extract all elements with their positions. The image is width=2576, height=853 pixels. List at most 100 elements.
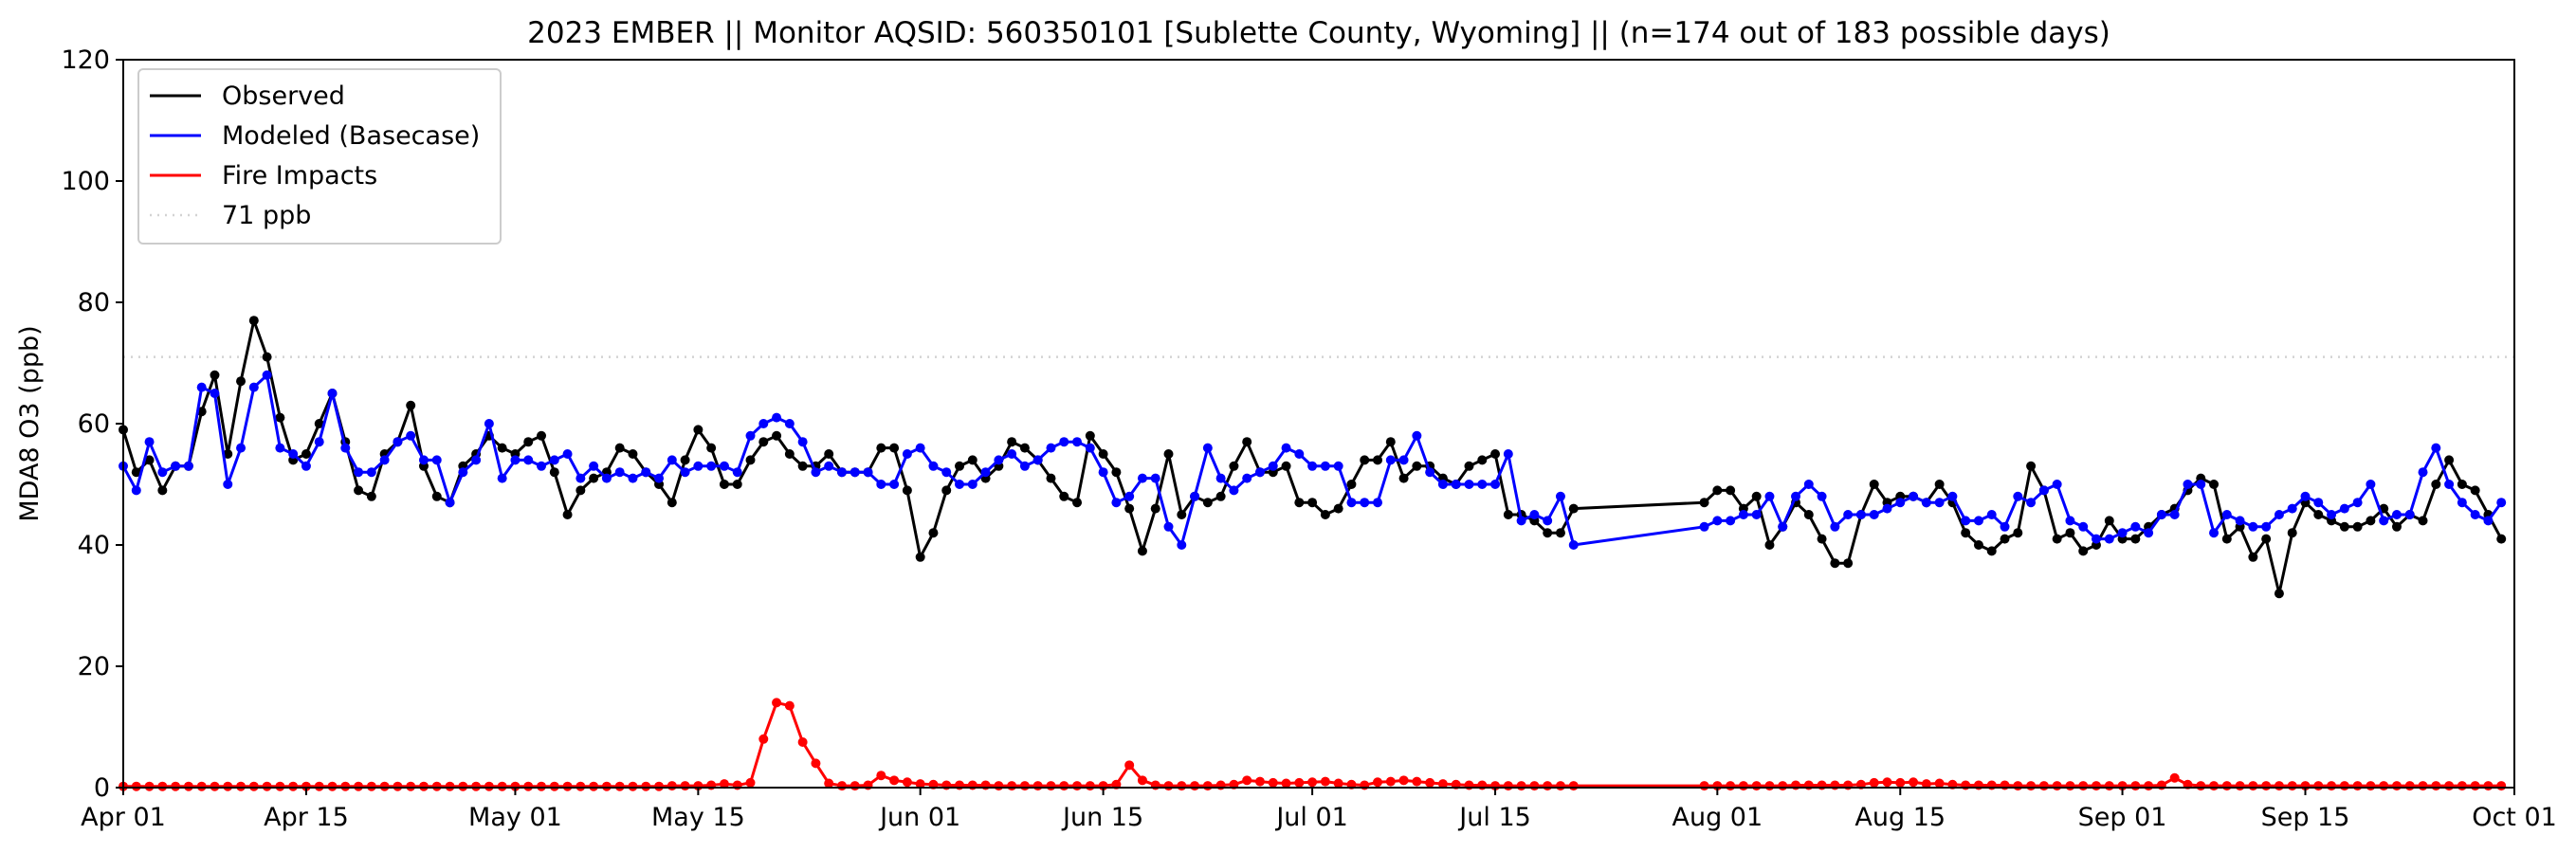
data-point: [301, 781, 311, 791]
data-point: [301, 449, 311, 459]
data-point: [2248, 521, 2258, 532]
data-point: [2078, 521, 2089, 532]
data-point: [2391, 510, 2402, 519]
data-point: [562, 510, 573, 519]
data-point: [2470, 485, 2480, 496]
data-point: [1895, 498, 1906, 508]
data-point: [628, 781, 638, 791]
data-point: [471, 781, 482, 791]
data-point: [732, 480, 742, 489]
data-point: [1124, 760, 1135, 771]
data-point: [2391, 521, 2402, 532]
data-point: [1791, 491, 1801, 501]
data-point: [549, 455, 559, 465]
data-point: [393, 781, 403, 791]
data-point: [797, 437, 808, 447]
series-line: [123, 700, 2502, 789]
data-point: [340, 443, 351, 453]
data-point: [1072, 781, 1083, 791]
data-point: [1869, 510, 1879, 519]
data-point: [366, 467, 376, 478]
data-point: [1543, 528, 1553, 538]
data-point: [915, 779, 925, 789]
data-point: [2327, 510, 2337, 519]
data-point: [1373, 777, 1383, 788]
data-point: [1451, 480, 1461, 489]
plot-area: [119, 316, 2514, 791]
data-point: [824, 778, 834, 789]
data-point: [758, 734, 769, 744]
data-point: [745, 777, 756, 788]
data-point: [980, 467, 991, 478]
data-point: [1242, 775, 1252, 786]
data-point: [236, 443, 247, 453]
data-point: [1360, 498, 1370, 508]
data-point: [575, 781, 586, 791]
data-point: [2235, 781, 2245, 791]
data-point: [1738, 510, 1748, 519]
data-point: [1738, 781, 1748, 791]
data-point: [2052, 781, 2062, 791]
data-point: [2431, 781, 2441, 791]
data-point: [758, 419, 769, 428]
data-point: [171, 461, 181, 471]
x-tick-label: Apr 15: [264, 803, 349, 832]
data-point: [2000, 534, 2010, 544]
data-point: [275, 781, 285, 791]
data-point: [1869, 777, 1879, 788]
data-point: [745, 430, 756, 441]
data-point: [210, 781, 220, 791]
data-point: [1385, 455, 1396, 465]
data-point: [275, 412, 285, 423]
data-point: [1307, 498, 1318, 508]
data-point: [1751, 491, 1762, 501]
data-point: [745, 455, 756, 465]
data-point: [2209, 480, 2220, 489]
data-point: [1046, 473, 1056, 483]
data-point: [1412, 430, 1422, 441]
data-point: [248, 382, 259, 392]
data-point: [523, 781, 534, 791]
data-point: [1803, 510, 1814, 519]
data-point: [1830, 558, 1840, 569]
data-point: [2013, 781, 2023, 791]
data-point: [1177, 510, 1187, 519]
data-point: [2391, 781, 2402, 791]
data-point: [1059, 437, 1069, 447]
data-point: [2000, 521, 2010, 532]
data-point: [1360, 455, 1370, 465]
legend-label: Modeled (Basecase): [222, 121, 480, 151]
data-point: [1568, 503, 1579, 514]
data-point: [2052, 480, 2062, 489]
data-point: [2470, 781, 2480, 791]
data-point: [2418, 781, 2428, 791]
data-point: [2457, 480, 2467, 489]
data-point: [876, 480, 886, 489]
data-point: [484, 781, 494, 791]
data-point: [1503, 510, 1513, 519]
data-point: [654, 781, 665, 791]
data-point: [1202, 781, 1213, 791]
data-point: [1726, 781, 1736, 791]
y-tick-label: 120: [61, 45, 110, 75]
data-point: [836, 781, 847, 791]
data-point: [719, 461, 729, 471]
data-point: [354, 781, 364, 791]
data-point: [2130, 534, 2141, 544]
data-point: [628, 473, 638, 483]
data-point: [2169, 772, 2180, 783]
data-point: [1909, 777, 1919, 788]
data-point: [1085, 430, 1095, 441]
data-point: [680, 467, 690, 478]
legend-item: Observed: [150, 82, 345, 111]
data-point: [2013, 491, 2023, 501]
data-point: [2366, 480, 2376, 489]
data-point: [2431, 480, 2441, 489]
data-point: [418, 455, 429, 465]
data-point: [354, 485, 364, 496]
data-point: [693, 425, 703, 435]
data-point: [693, 461, 703, 471]
data-point: [484, 419, 494, 428]
data-point: [210, 389, 220, 398]
